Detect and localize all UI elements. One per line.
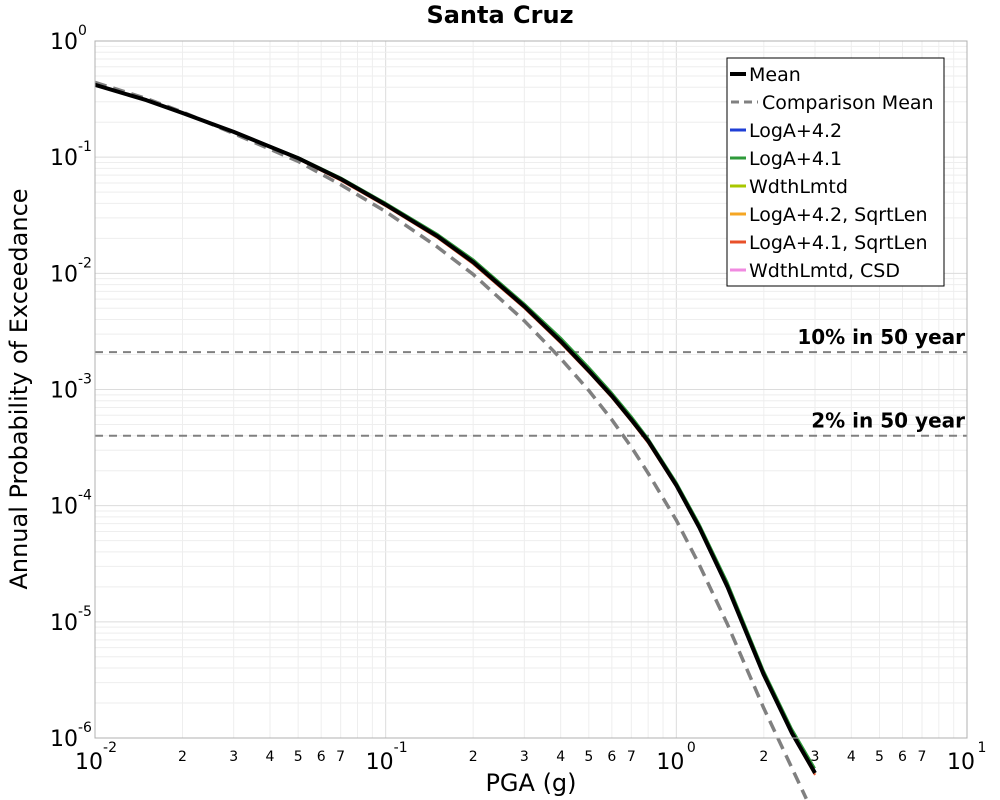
x-minor-tick-label: 3 bbox=[811, 749, 820, 765]
x-minor-tick-label: 2 bbox=[469, 749, 478, 765]
legend-label: WdthLmtd, CSD bbox=[749, 260, 900, 282]
chart-title: Santa Cruz bbox=[426, 1, 573, 29]
x-tick-label: 10 bbox=[656, 750, 684, 775]
y-tick-exponent: -6 bbox=[78, 720, 92, 736]
series-line-mean bbox=[94, 82, 817, 775]
x-tick-label: 10 bbox=[366, 750, 394, 775]
y-tick-exponent: -1 bbox=[78, 139, 92, 155]
y-tick-label: 10 bbox=[50, 727, 78, 752]
legend-label: LogA+4.1, SqrtLen bbox=[749, 232, 928, 254]
x-axis-label: PGA (g) bbox=[485, 769, 576, 797]
x-minor-tick-label: 4 bbox=[556, 749, 565, 765]
series-lines bbox=[94, 80, 817, 800]
x-tick-exponent: 1 bbox=[978, 740, 987, 756]
grid-lines bbox=[94, 41, 967, 739]
y-tick-label: 10 bbox=[50, 611, 78, 636]
x-minor-tick-label: 6 bbox=[607, 749, 616, 765]
x-tick-exponent: -2 bbox=[103, 740, 117, 756]
y-tick-label: 10 bbox=[50, 495, 78, 520]
y-tick-exponent: 0 bbox=[78, 23, 87, 39]
x-minor-tick-label: 7 bbox=[627, 749, 636, 765]
y-tick-label: 10 bbox=[50, 262, 78, 287]
y-tick-exponent: -4 bbox=[78, 488, 92, 504]
x-minor-tick-label: 4 bbox=[847, 749, 856, 765]
x-minor-tick-label: 5 bbox=[584, 749, 593, 765]
y-tick-label: 10 bbox=[50, 146, 78, 171]
x-minor-tick-label: 4 bbox=[266, 749, 275, 765]
x-minor-tick-label: 5 bbox=[294, 749, 303, 765]
x-minor-tick-label: 2 bbox=[178, 749, 187, 765]
x-minor-tick-label: 6 bbox=[317, 749, 326, 765]
x-tick-exponent: 0 bbox=[687, 740, 696, 756]
x-minor-tick-label: 3 bbox=[229, 749, 238, 765]
x-tick-label: 10 bbox=[75, 750, 103, 775]
legend-label: LogA+4.1 bbox=[749, 148, 842, 170]
x-minor-tick-label: 7 bbox=[336, 749, 345, 765]
reference-line-label: 2% in 50 year bbox=[811, 409, 965, 433]
x-minor-tick-label: 7 bbox=[918, 749, 927, 765]
x-tick-exponent: -1 bbox=[394, 740, 408, 756]
y-tick-exponent: -5 bbox=[78, 604, 92, 620]
y-axis-label: Annual Probability of Exceedance bbox=[5, 188, 33, 589]
plot-frame bbox=[94, 40, 968, 739]
legend-label: Mean bbox=[749, 64, 801, 86]
legend: Mean Comparison Mean LogA+4.2 LogA+4.1 WdthL… bbox=[726, 57, 945, 287]
legend-box bbox=[726, 57, 945, 287]
x-minor-tick-label: 5 bbox=[875, 749, 884, 765]
legend-label: Comparison Mean bbox=[762, 92, 934, 114]
legend-label: LogA+4.2 bbox=[749, 120, 842, 142]
legend-label: WdthLmtd bbox=[749, 176, 848, 198]
y-tick-label: 10 bbox=[50, 30, 78, 55]
legend-label: LogA+4.2, SqrtLen bbox=[749, 204, 928, 226]
y-tick-exponent: -3 bbox=[78, 372, 92, 388]
reference-line-label: 10% in 50 year bbox=[797, 325, 965, 349]
reference-lines: 10% in 50 year 2% in 50 year bbox=[95, 325, 967, 437]
x-minor-tick-label: 2 bbox=[759, 749, 768, 765]
x-minor-tick-label: 6 bbox=[898, 749, 907, 765]
x-tick-label: 10 bbox=[947, 750, 975, 775]
x-minor-tick-label: 3 bbox=[520, 749, 529, 765]
y-tick-label: 10 bbox=[50, 379, 78, 404]
y-tick-exponent: -2 bbox=[78, 255, 92, 271]
